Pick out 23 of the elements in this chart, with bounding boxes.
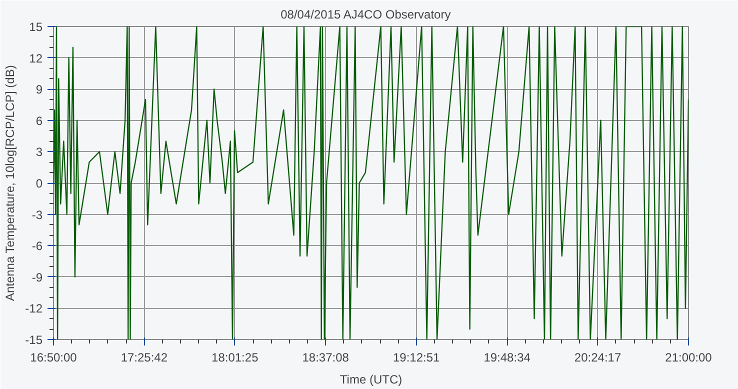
x-tick-label: 17:25:42 [120, 350, 168, 364]
y-tick-label: -15 [25, 333, 43, 347]
y-tick-label: 0 [36, 176, 43, 190]
y-tick-label: 9 [36, 82, 43, 97]
y-tick-label: 6 [36, 114, 43, 128]
x-tick-label: 16:50:00 [30, 350, 78, 364]
y-tick-label: -3 [32, 208, 43, 222]
y-tick-label: 12 [29, 51, 43, 66]
x-tick-label: 19:12:51 [392, 350, 440, 364]
x-tick-label: 18:01:25 [212, 350, 259, 364]
x-tick-label: 19:48:34 [484, 350, 531, 364]
y-tick-label: -6 [32, 239, 43, 254]
x-axis-title: Time (UTC) [340, 372, 402, 386]
y-tick-label: -12 [25, 302, 43, 316]
chart-title: 08/04/2015 AJ4CO Observatory [280, 8, 451, 22]
y-tick-label: -9 [32, 270, 43, 284]
y-tick-label: 3 [36, 145, 43, 160]
y-axis-title: Antenna Temperature, 10log[RCP/LCP] (dB) [3, 65, 18, 302]
y-tick-label: 15 [29, 20, 43, 34]
x-tick-label: 21:00:00 [665, 350, 712, 364]
line-series [54, 26, 688, 340]
x-tick-label: 18:37:08 [302, 350, 350, 364]
x-tick-label: 20:24:17 [574, 350, 622, 364]
